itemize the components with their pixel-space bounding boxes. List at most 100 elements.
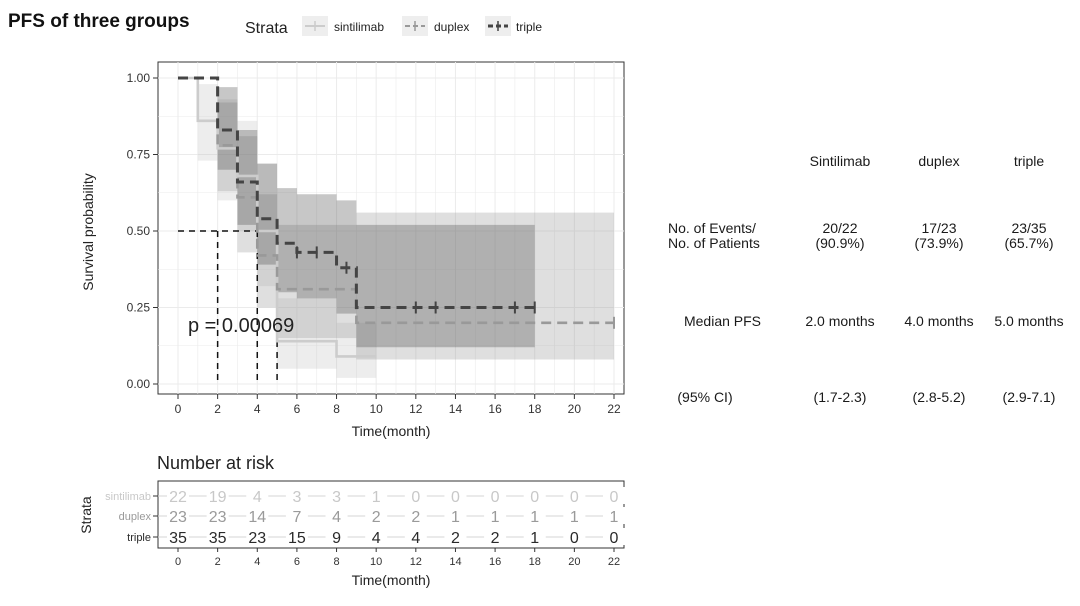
risk-cell-bg xyxy=(325,528,348,545)
risk-cell-bg xyxy=(325,507,348,524)
chart-title: PFS of three groups xyxy=(8,11,190,32)
x-tick-label: 14 xyxy=(449,402,463,416)
x-tick-label: 20 xyxy=(568,402,582,416)
y-axis-label: Survival probability xyxy=(80,173,96,291)
risk-count-duplex: 2 xyxy=(372,509,381,526)
risk-count-sintilimab: 3 xyxy=(292,489,301,506)
y-tick-label: 0.50 xyxy=(127,224,151,238)
p-value-label: p = 0.00069 xyxy=(188,315,294,337)
risk-count-sintilimab: 0 xyxy=(411,489,420,506)
risk-cell-bg xyxy=(246,528,269,545)
risk-cell-bg xyxy=(167,507,189,524)
risk-x-tick-label: 10 xyxy=(370,556,382,568)
risk-cell-bg xyxy=(444,487,467,504)
risk-count-triple: 4 xyxy=(372,530,381,547)
y-tick-label: 0.75 xyxy=(127,148,151,162)
risk-count-triple: 9 xyxy=(332,530,341,547)
risk-cell-bg xyxy=(563,487,586,504)
legend: Strata sintilimab duplex triple xyxy=(245,16,542,37)
risk-count-triple: 0 xyxy=(610,530,619,547)
risk-count-duplex: 1 xyxy=(451,509,460,526)
risk-count-sintilimab: 0 xyxy=(530,489,539,506)
stats-median-sintilimab: 2.0 months xyxy=(805,313,875,329)
stats-header-sintilimab: Sintilimab xyxy=(809,153,871,169)
stats-events-triple: 23/35 (65.7%) xyxy=(1004,220,1054,251)
risk-row-label-duplex: duplex xyxy=(119,511,152,523)
risk-cell-bg xyxy=(325,487,348,504)
risk-row-label-sintilimab: sintilimab xyxy=(105,491,151,503)
x-tick-label: 2 xyxy=(214,402,221,416)
risk-count-duplex: 1 xyxy=(530,509,539,526)
stats-median-triple: 5.0 months xyxy=(994,313,1064,329)
risk-count-duplex: 14 xyxy=(248,509,266,526)
stats-median-label: Median PFS xyxy=(683,313,762,329)
risk-x-tick-label: 16 xyxy=(489,556,501,568)
risk-count-duplex: 1 xyxy=(491,509,500,526)
risk-cell-bg xyxy=(603,507,625,524)
y-tick-label: 1.00 xyxy=(127,71,151,85)
risk-count-triple: 23 xyxy=(248,530,266,547)
plot-panel xyxy=(157,61,625,395)
risk-table: Number at risk 0 2 4 6 8 10 12 14 16 18 20 22sintil… xyxy=(78,453,625,588)
stats-ci-label: (95% CI) xyxy=(677,389,733,405)
risk-x-tick-label: 4 xyxy=(254,556,260,568)
risk-count-duplex: 23 xyxy=(209,509,227,526)
risk-cell-bg xyxy=(523,528,546,545)
risk-count-duplex: 7 xyxy=(292,509,301,526)
ci-band-triple xyxy=(178,78,535,348)
survival-curve-sintilimab xyxy=(178,76,377,358)
risk-x-tick-label: 12 xyxy=(410,556,422,568)
risk-count-sintilimab: 0 xyxy=(570,489,579,506)
risk-count-duplex: 23 xyxy=(169,509,187,526)
risk-count-duplex: 4 xyxy=(332,509,341,526)
risk-count-sintilimab: 22 xyxy=(169,489,187,506)
risk-table-title: Number at risk xyxy=(157,453,275,473)
x-tick-label: 10 xyxy=(370,402,384,416)
risk-cell-bg xyxy=(523,507,546,524)
risk-cell-bg xyxy=(404,528,427,545)
risk-cell-bg xyxy=(444,507,467,524)
risk-cell-bg xyxy=(563,507,586,524)
survival-curve-duplex xyxy=(178,76,614,325)
x-tick-label: 22 xyxy=(607,402,621,416)
risk-x-tick-label: 2 xyxy=(215,556,221,568)
risk-x-tick-label: 18 xyxy=(529,556,541,568)
risk-count-triple: 2 xyxy=(491,530,500,547)
x-tick-label: 6 xyxy=(294,402,301,416)
stats-header-duplex: duplex xyxy=(918,153,960,169)
risk-cell-bg xyxy=(484,507,507,524)
risk-cell-bg xyxy=(167,487,189,504)
risk-count-triple: 35 xyxy=(169,530,187,547)
x-tick-label: 4 xyxy=(254,402,261,416)
risk-cell-bg xyxy=(365,487,388,504)
risk-count-duplex: 2 xyxy=(411,509,420,526)
risk-count-triple: 2 xyxy=(451,530,460,547)
x-tick-label: 16 xyxy=(488,402,502,416)
stats-ci-triple: (2.9-7.1) xyxy=(1002,389,1056,405)
risk-count-triple: 15 xyxy=(288,530,306,547)
risk-cell-bg xyxy=(285,487,308,504)
risk-row-label-triple: triple xyxy=(127,532,151,544)
risk-cell-bg xyxy=(167,528,189,545)
stats-ci-sintilimab: (1.7-2.3) xyxy=(813,389,867,405)
x-tick-label: 8 xyxy=(333,402,340,416)
risk-cell-bg xyxy=(484,528,507,545)
risk-cell-bg xyxy=(523,487,546,504)
risk-count-sintilimab: 0 xyxy=(451,489,460,506)
risk-cell-bg xyxy=(404,507,427,524)
risk-count-sintilimab: 0 xyxy=(491,489,500,506)
x-tick-label: 18 xyxy=(528,402,542,416)
stats-events-duplex: 17/23 (73.9%) xyxy=(914,220,964,251)
legend-label-triple: triple xyxy=(516,20,542,34)
risk-cell-bg xyxy=(365,528,388,545)
risk-x-tick-label: 14 xyxy=(449,556,461,568)
risk-table-y-label: Strata xyxy=(78,496,94,534)
risk-count-triple: 4 xyxy=(411,530,420,547)
risk-x-tick-label: 20 xyxy=(568,556,580,568)
risk-cell-bg xyxy=(444,528,467,545)
risk-count-sintilimab: 3 xyxy=(332,489,341,506)
risk-cell-bg xyxy=(206,507,229,524)
survival-plot: p = 0.00069 0.00 0.25 0.50 0.75 1.00 0 2 4 6 8 10… xyxy=(80,61,625,439)
y-tick-label: 0.00 xyxy=(127,377,151,391)
